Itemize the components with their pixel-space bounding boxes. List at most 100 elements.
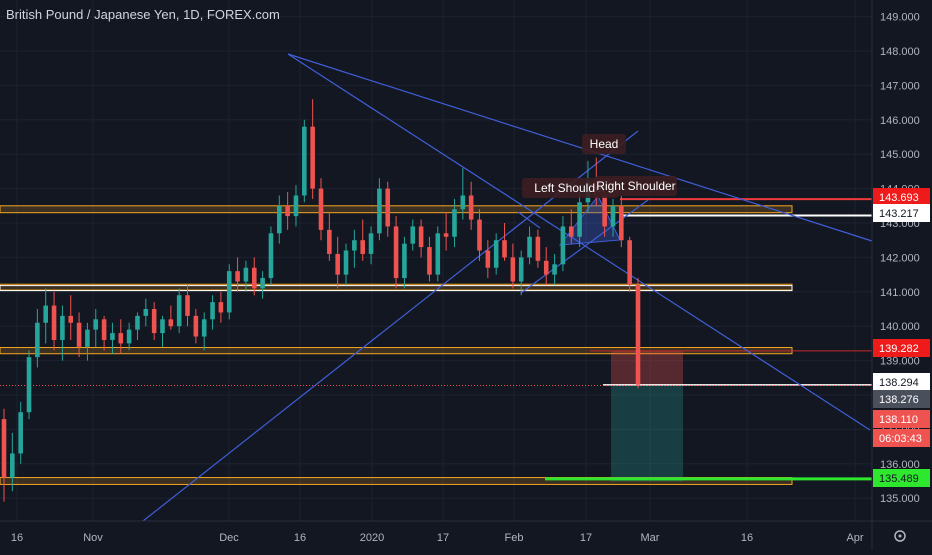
price-zone [0, 477, 793, 485]
candle-body [218, 302, 224, 313]
candle-body [310, 126, 315, 189]
candle-body [251, 267, 257, 289]
price-tick-label: 139.000 [880, 356, 920, 368]
candle-body [552, 264, 557, 275]
price-label-box [873, 390, 930, 408]
annotation-badge [582, 134, 626, 154]
time-tick-label: Mar [641, 532, 660, 544]
price-tick-label: 146.000 [880, 115, 920, 127]
price-label-box [873, 339, 930, 357]
price-tick-label: 135.000 [880, 493, 920, 505]
price-tick-label: 141.000 [880, 287, 920, 299]
price-label-box [873, 429, 930, 447]
candle-body [243, 267, 249, 282]
candle-body [377, 188, 382, 234]
candle-body [527, 236, 532, 258]
price-label-text: 143.217 [879, 208, 919, 220]
trendline [287, 53, 871, 431]
candle-body [118, 333, 124, 344]
price-tick-label: 149.000 [880, 12, 920, 24]
candle-body [193, 315, 199, 337]
candle-body [502, 240, 507, 258]
candle-body [276, 205, 282, 234]
price-tick-label: 148.000 [880, 46, 920, 58]
time-tick-label: Nov [83, 532, 103, 544]
price-label-box [873, 373, 930, 391]
candle-body [160, 319, 165, 334]
price-label-text: 139.282 [879, 343, 919, 355]
candle-body [143, 309, 149, 316]
candle-body [352, 240, 357, 251]
price-label-box [873, 204, 930, 222]
candle-body [210, 302, 215, 320]
candle-body [268, 233, 274, 279]
time-tick-label: 16 [11, 532, 23, 544]
candle-body [418, 226, 424, 248]
price-label-text: 143.693 [879, 192, 919, 204]
candle-body [402, 243, 407, 279]
candle-body [68, 315, 74, 323]
candle-body [335, 253, 340, 275]
annotation-label: Left Shoulder [534, 181, 605, 195]
annotation-label: Right Shoulder [596, 179, 675, 193]
position-tool [0, 198, 872, 482]
candle-body [435, 233, 441, 275]
time-tick-label: 16 [741, 532, 753, 544]
candle-body [493, 240, 499, 268]
candle-body [110, 333, 115, 340]
candle-body [76, 322, 82, 347]
candle-body [460, 195, 466, 210]
candle-body [18, 412, 23, 454]
candle-body [327, 229, 332, 254]
price-tick-label: 136.000 [880, 459, 920, 471]
candle-body [635, 284, 641, 385]
take-profit-area [611, 384, 683, 482]
price-label-box [873, 188, 930, 206]
candle-body [485, 250, 491, 268]
candles [1, 99, 641, 502]
candle-body [427, 247, 432, 275]
time-tick-label: Dec [219, 532, 239, 544]
candle-body [368, 233, 374, 254]
candle-body [577, 202, 582, 237]
time-tick-label: 17 [437, 532, 449, 544]
candle-body [477, 219, 482, 251]
candle-body [619, 205, 624, 241]
candle-body [452, 209, 457, 237]
candle-body [51, 305, 57, 340]
candle-body [610, 205, 616, 227]
annotation-badge [522, 178, 618, 198]
candle-body [126, 329, 132, 344]
candle-body [93, 319, 99, 330]
candle-body [285, 205, 290, 217]
price-tick-label: 140.000 [880, 321, 920, 333]
time-tick-label: 17 [580, 532, 592, 544]
candle-body [235, 271, 240, 282]
time-axis[interactable]: 16 Nov Dec 16 2020 17 Feb 17 Mar 16 Apr [11, 532, 864, 544]
candle-body [293, 195, 299, 217]
candle-body [468, 195, 474, 220]
price-label-box [873, 410, 930, 428]
candle-body [410, 226, 416, 244]
annotation-badge [595, 176, 677, 196]
trendline [517, 211, 541, 229]
candle-body [201, 319, 207, 337]
trendline [520, 199, 649, 294]
time-tick-label: 16 [294, 532, 306, 544]
candle-body [60, 315, 65, 340]
candle-body [568, 226, 574, 237]
candle-body [518, 257, 524, 282]
candle-body [510, 257, 516, 282]
grid [0, 0, 872, 521]
price-zone [0, 205, 793, 214]
candle-body [560, 226, 566, 265]
price-labels: 143.693 143.217 139.282 138.294 138.276 138.1… [873, 188, 930, 487]
price-label-text: 138.110 [879, 414, 918, 426]
price-label-text: 135.489 [879, 473, 919, 485]
candle-body [168, 319, 174, 327]
candle-body [1, 419, 7, 478]
candle-body [602, 195, 607, 227]
gear-icon[interactable] [894, 530, 906, 542]
annotation-label: Head [590, 137, 619, 151]
